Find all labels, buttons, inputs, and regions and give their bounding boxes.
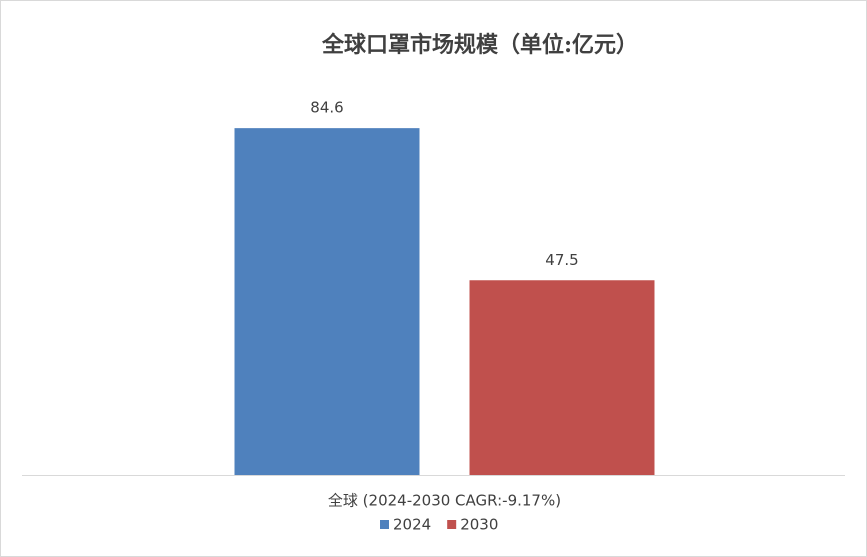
x-tick-label: 全球 (2024-2030 CAGR:-9.17%) [328, 492, 561, 510]
bar [469, 280, 655, 475]
legend-swatch [380, 520, 389, 529]
legend-label: 2024 [393, 516, 431, 534]
data-label: 47.5 [545, 251, 578, 269]
data-label: 84.6 [310, 99, 343, 117]
chart-title: 全球口罩市场规模（单位:亿元） [321, 32, 638, 58]
legend-label: 2030 [460, 516, 498, 534]
bar [234, 128, 420, 475]
legend-swatch [447, 520, 457, 529]
